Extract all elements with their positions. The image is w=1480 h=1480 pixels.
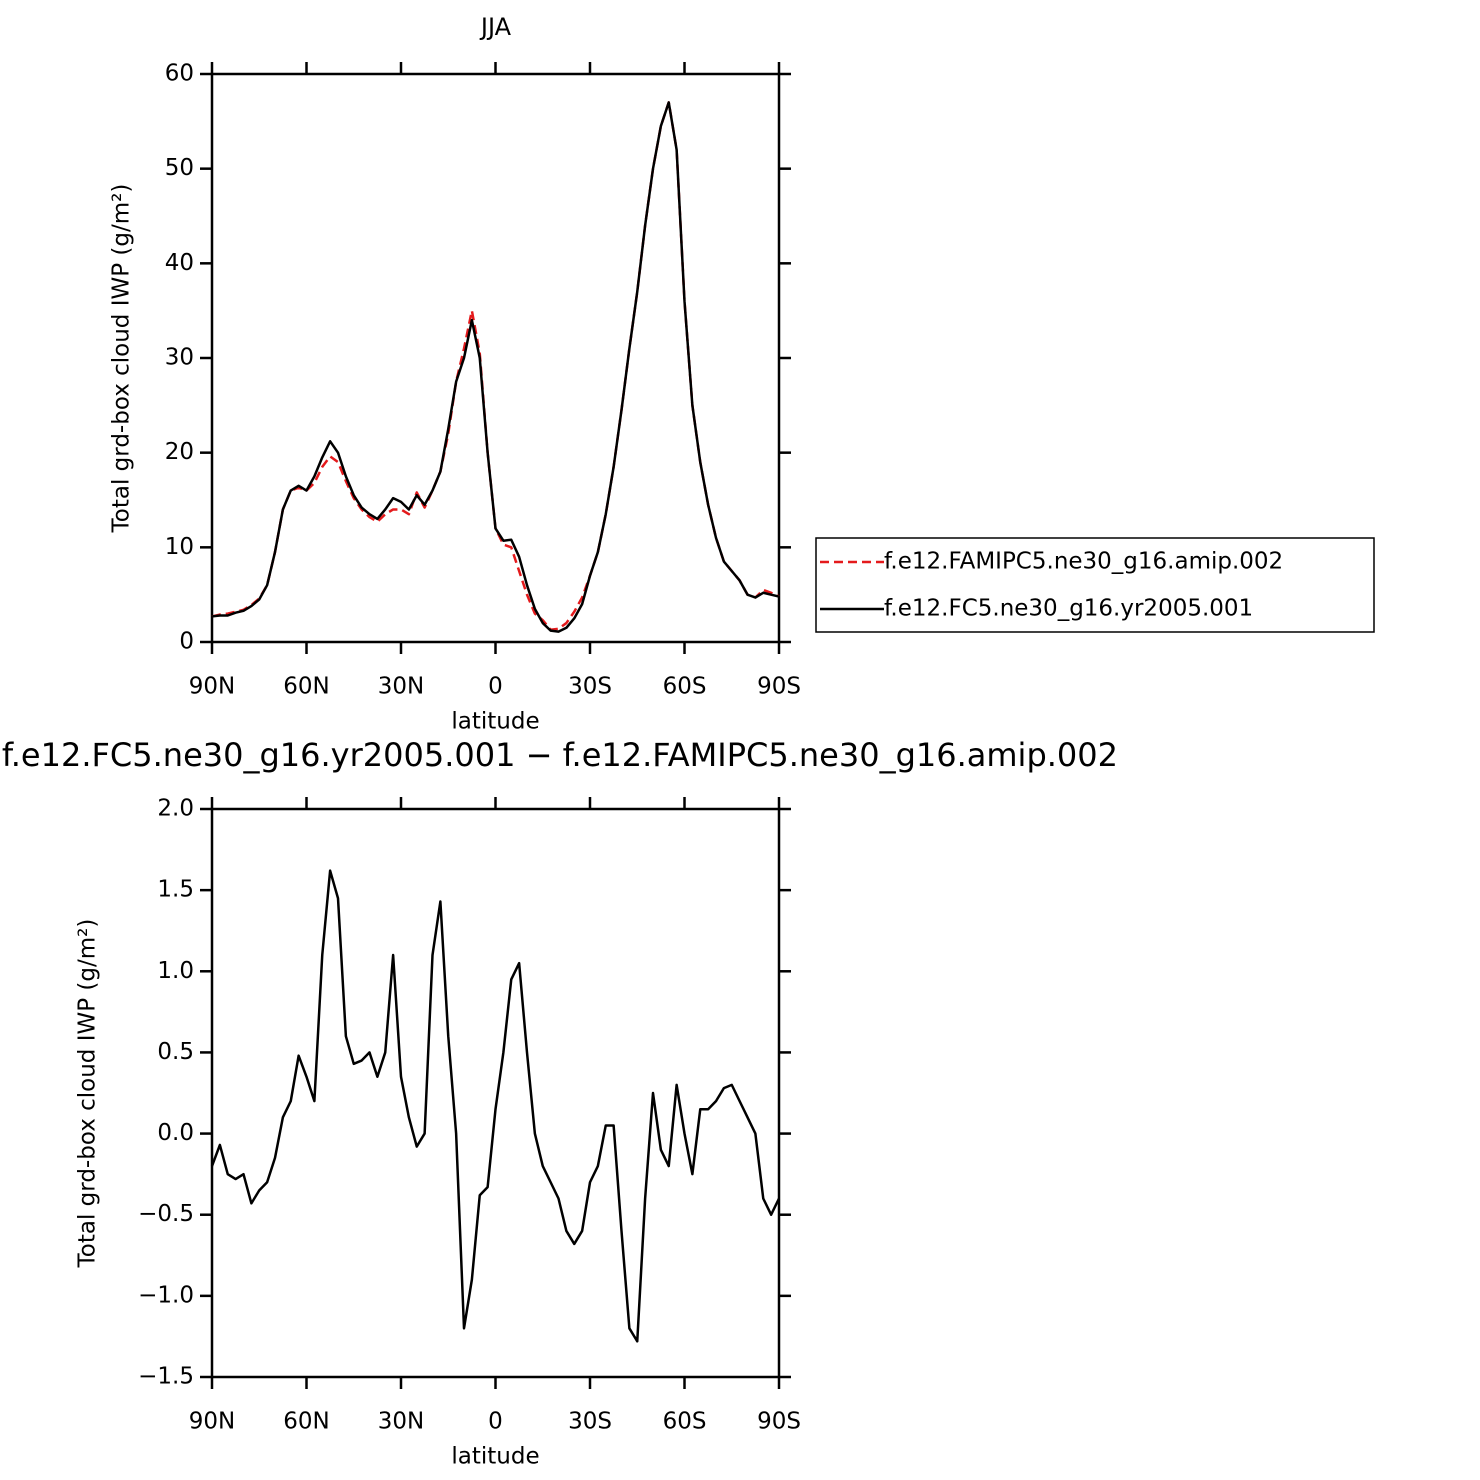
data-line [211, 101, 780, 631]
y-tick-label: 10 [165, 534, 194, 560]
y-tick-label: −1.5 [138, 1364, 194, 1390]
legend-label: f.e12.FC5.ne30_g16.yr2005.001 [884, 596, 1253, 622]
y-tick-label: 20 [165, 439, 194, 465]
y-tick-label: 0.0 [157, 1120, 194, 1146]
x-tick-label: 30S [568, 1409, 612, 1435]
y-tick-label: −0.5 [138, 1201, 194, 1227]
x-tick-label: 90S [757, 1409, 801, 1435]
y-tick-label: 60 [165, 61, 194, 87]
y-tick-label: 0.5 [157, 1039, 194, 1065]
legend-box [815, 537, 1375, 633]
x-axis-label: latitude [451, 709, 539, 735]
x-tick-label: 90N [189, 674, 235, 700]
chart-title: f.e12.FC5.ne30_g16.yr2005.001 − f.e12.FA… [2, 736, 1118, 774]
x-tick-label: 90S [757, 674, 801, 700]
x-tick-label: 30S [568, 674, 612, 700]
x-tick-label: 60S [663, 674, 707, 700]
legend-label: f.e12.FAMIPC5.ne30_g16.amip.002 [884, 549, 1283, 575]
y-tick-label: 50 [165, 155, 194, 181]
x-tick-label: 60N [283, 1409, 329, 1435]
x-tick-label: 30N [378, 674, 424, 700]
y-tick-label: 1.5 [157, 877, 194, 903]
x-tick-label: 90N [189, 1409, 235, 1435]
y-tick-label: 1.0 [157, 958, 194, 984]
y-axis-label: Total grd-box cloud IWP (g/m²) [75, 919, 101, 1269]
plot-frame [210, 72, 781, 644]
x-tick-label: 60N [283, 674, 329, 700]
y-axis-label: Total grd-box cloud IWP (g/m²) [109, 184, 135, 534]
y-tick-label: 30 [165, 345, 194, 371]
plot-frame [210, 807, 781, 1379]
x-axis-label: latitude [451, 1444, 539, 1470]
x-tick-label: 30N [378, 1409, 424, 1435]
data-line [210, 869, 781, 1343]
x-tick-label: 0 [488, 1409, 503, 1435]
x-tick-label: 0 [488, 674, 503, 700]
y-tick-label: 40 [165, 250, 194, 276]
x-tick-label: 60S [663, 1409, 707, 1435]
data-line [211, 101, 780, 633]
y-tick-label: 2.0 [157, 796, 194, 822]
y-tick-label: −1.0 [138, 1282, 194, 1308]
chart-title: JJA [479, 13, 512, 41]
y-tick-label: 0 [179, 629, 194, 655]
